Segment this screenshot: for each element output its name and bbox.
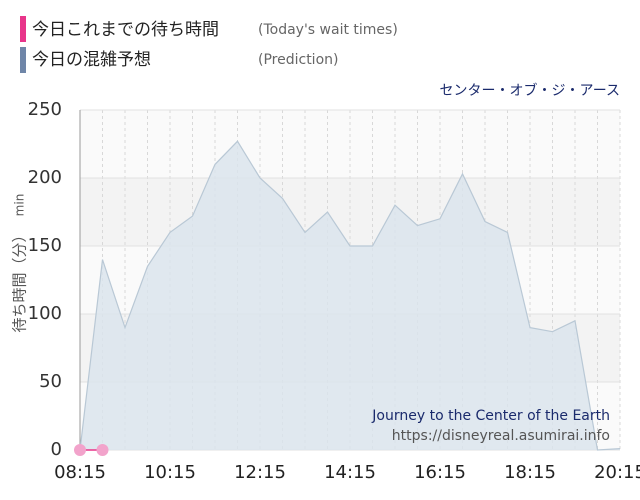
annotation: https://disneyreal.asumirai.info [392, 428, 610, 444]
annotation: Journey to the Center of the Earth [371, 408, 610, 424]
y-axis-unit: min [13, 194, 27, 217]
x-tick-label: 20:15 [594, 462, 640, 483]
x-tick-label: 08:15 [54, 462, 106, 483]
grid-band [80, 110, 620, 178]
x-tick-label: 10:15 [144, 462, 196, 483]
legend-label: 今日の混雑予想 [32, 50, 151, 70]
y-axis-label: 待ち時間（分） [11, 227, 29, 332]
legend-note: (Today's wait times) [258, 22, 398, 38]
x-tick-label: 14:15 [324, 462, 376, 483]
legend-swatch [20, 47, 26, 73]
y-tick-label: 150 [28, 235, 62, 256]
legend-label: 今日これまでの待ち時間 [32, 20, 219, 40]
y-tick-label: 200 [28, 167, 62, 188]
y-tick-label: 100 [28, 303, 62, 324]
legend-note: (Prediction) [258, 52, 338, 68]
legend-swatch [20, 16, 26, 42]
subtitle: センター・オブ・ジ・アース [440, 82, 620, 99]
x-tick-label: 18:15 [504, 462, 556, 483]
wait-point [74, 444, 86, 456]
wait-point [96, 444, 109, 456]
prediction-area [80, 141, 620, 450]
x-tick-label: 16:15 [414, 462, 466, 483]
y-tick-label: 0 [51, 439, 62, 460]
prediction-line [79, 140, 621, 451]
y-tick-label: 50 [39, 371, 62, 392]
y-tick-label: 250 [28, 99, 62, 120]
x-tick-label: 12:15 [234, 462, 286, 483]
